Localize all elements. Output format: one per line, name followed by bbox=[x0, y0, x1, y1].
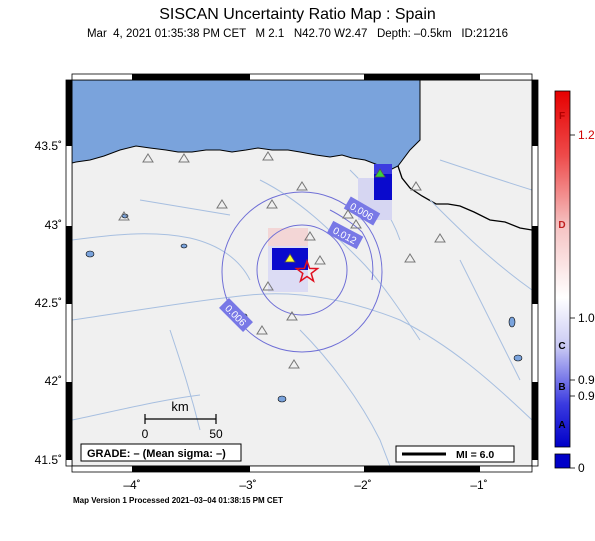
grade-letter: D bbox=[558, 220, 565, 231]
latitude-labels: 43.5˚ 43˚ 42.5˚ 42˚ 41.5˚ bbox=[35, 139, 62, 467]
colorbar-value: 0 bbox=[578, 461, 585, 475]
processing-footer: Map Version 1 Processed 2021–03–04 01:38… bbox=[73, 496, 283, 505]
lat-label: 42˚ bbox=[45, 374, 62, 388]
grade-letter: A bbox=[558, 420, 565, 431]
mi-text: MI = 6.0 bbox=[456, 449, 494, 461]
station-marker bbox=[374, 168, 386, 178]
colorbar-value: 0.9 bbox=[578, 389, 595, 403]
colorbar: F D C B A 1.2 1.0 0.9 0.9 0 bbox=[554, 90, 595, 475]
lon-label: –4˚ bbox=[123, 478, 140, 492]
grade-letter: C bbox=[558, 341, 565, 352]
border-line bbox=[397, 165, 532, 231]
scale-end: 50 bbox=[209, 427, 223, 441]
mi-legend: MI = 6.0 bbox=[395, 445, 515, 463]
lakes bbox=[85, 213, 523, 403]
map-title: SISCAN Uncertainty Ratio Map : Spain bbox=[159, 6, 436, 23]
lat-label: 41.5˚ bbox=[35, 453, 62, 467]
longitude-labels: –4˚ –3˚ –2˚ –1˚ bbox=[123, 478, 487, 492]
grade-letter: B bbox=[558, 382, 565, 393]
colorbar-value: 1.0 bbox=[578, 311, 595, 325]
grade-text: GRADE: – (Mean sigma: –) bbox=[87, 448, 226, 460]
colorbar-value: 0.9 bbox=[578, 373, 595, 387]
sea-area bbox=[72, 80, 532, 171]
lat-label: 43˚ bbox=[45, 218, 62, 232]
scale-unit: km bbox=[171, 399, 188, 414]
scale-bar: km 0 50 bbox=[142, 399, 223, 441]
lat-label: 43.5˚ bbox=[35, 139, 62, 153]
frame-ticks bbox=[65, 73, 539, 473]
lon-label: –1˚ bbox=[470, 478, 487, 492]
colorbar-value: 1.2 bbox=[578, 128, 595, 142]
epicenter-star bbox=[294, 258, 320, 283]
scale-start: 0 bbox=[142, 427, 149, 441]
uncertainty-contours bbox=[221, 191, 383, 353]
lat-label: 42.5˚ bbox=[35, 296, 62, 310]
seismic-stations bbox=[118, 151, 446, 369]
lon-label: –3˚ bbox=[239, 478, 256, 492]
contour-labels: 0.006 0.012 0.006 bbox=[219, 196, 381, 332]
grade-letter: F bbox=[559, 111, 565, 122]
station-marker bbox=[284, 253, 296, 263]
lon-label: –2˚ bbox=[354, 478, 371, 492]
event-info: Mar 4, 2021 01:35:38 PM CET M 2.1 N42.70… bbox=[86, 28, 509, 40]
rivers bbox=[72, 159, 532, 466]
grade-box: GRADE: – (Mean sigma: –) bbox=[80, 443, 242, 462]
